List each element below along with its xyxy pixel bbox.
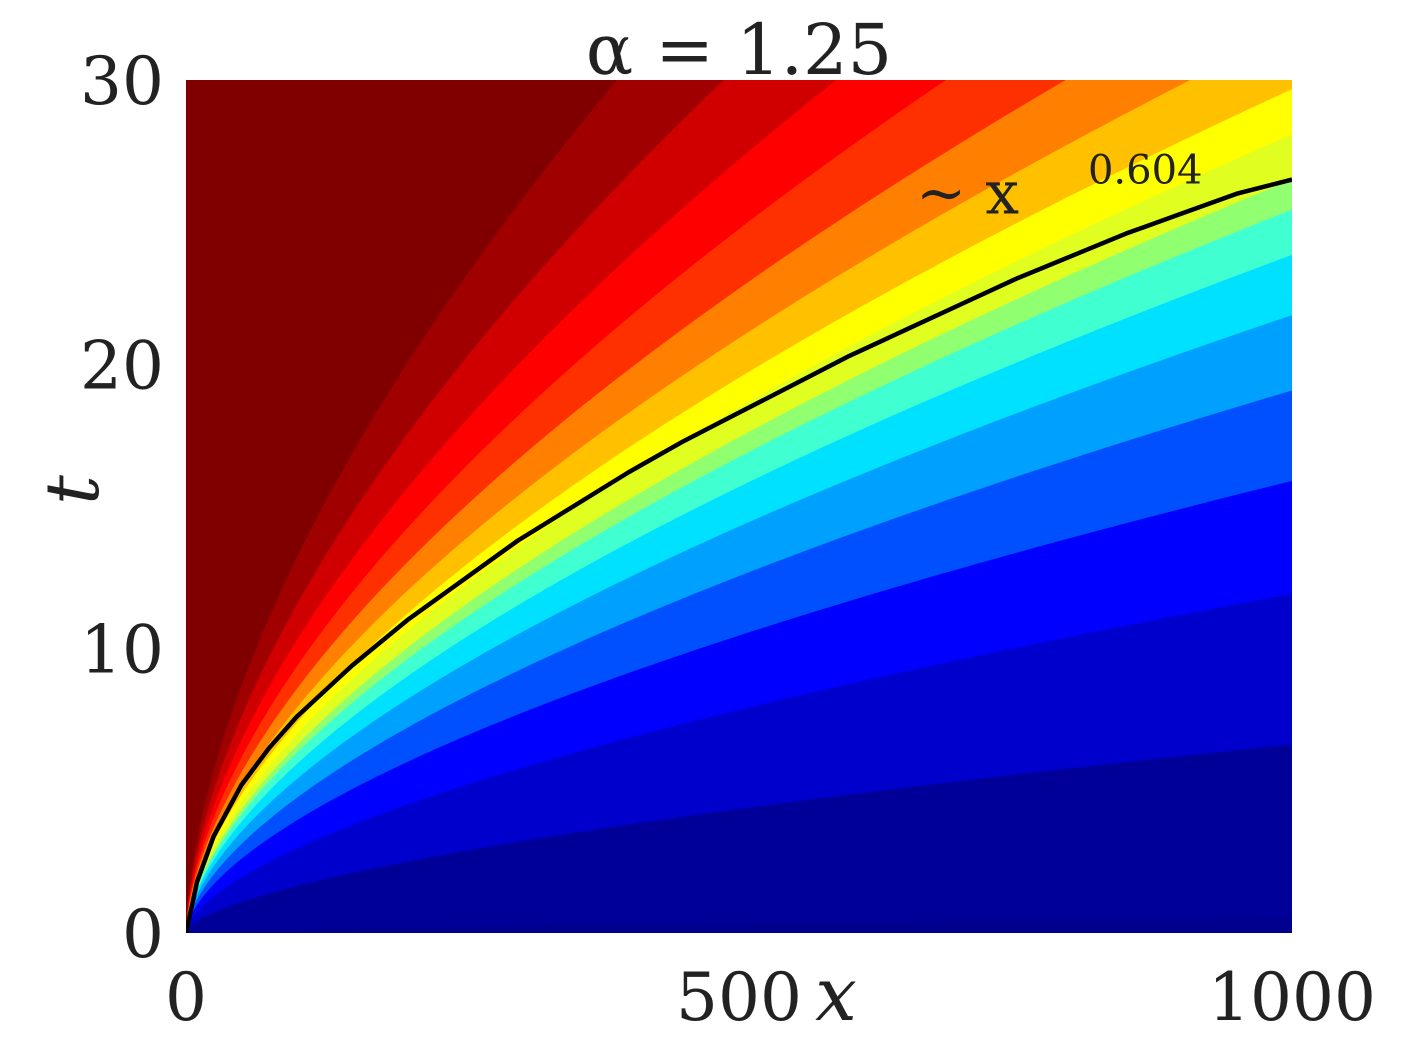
- y-axis-label: t: [30, 475, 116, 505]
- heatmap-band: [186, 80, 505, 933]
- contour-annotation: ∼ x 0.604: [916, 148, 1203, 229]
- annotation-exponent: 0.604: [1088, 148, 1203, 194]
- x-tick-label: 500: [676, 959, 802, 1036]
- y-tick-label: 30: [80, 43, 164, 120]
- heatmap-bands: [186, 80, 1292, 933]
- x-tick-label: 0: [165, 959, 207, 1036]
- x-tick-label: 1000: [1208, 959, 1376, 1036]
- plot-area: [186, 80, 1292, 933]
- y-axis-ticks: 0 10 20 30: [80, 43, 164, 973]
- x-axis-ticks: 0 500 1000: [165, 959, 1376, 1036]
- contour-line: [186, 177, 1292, 933]
- chart-title: α = 1.25: [586, 9, 892, 91]
- x-axis-label: x: [815, 952, 857, 1038]
- annotation-prefix: ∼ x: [916, 159, 1019, 229]
- y-tick-label: 10: [80, 612, 164, 689]
- y-tick-label: 20: [80, 327, 164, 404]
- y-tick-label: 0: [122, 896, 164, 973]
